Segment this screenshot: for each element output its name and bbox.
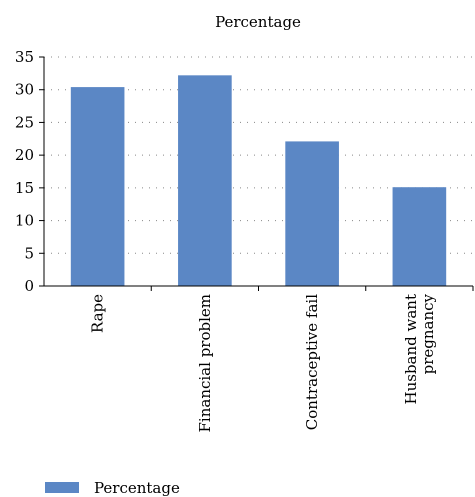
bar — [392, 187, 447, 286]
x-tick-label: Contraceptive fail — [303, 294, 321, 430]
x-tick-label-line: Contraceptive fail — [303, 294, 321, 430]
x-tick-label: Rape — [89, 294, 107, 333]
bar — [285, 141, 339, 286]
y-tick-labels: 0 5 10 15 20 25 30 35 — [15, 48, 34, 295]
y-tick-label: 0 — [24, 277, 34, 295]
x-tick-labels: Rape Financial problem Contraceptive fail H… — [89, 293, 437, 432]
axes — [39, 56, 474, 291]
x-tick-label: Financial problem — [196, 294, 214, 432]
x-tick-label-line: Rape — [89, 294, 107, 333]
bars — [70, 75, 447, 287]
x-tick-label-line: Financial problem — [196, 294, 214, 432]
bar — [178, 75, 232, 286]
legend: Percentage — [45, 479, 180, 497]
x-tick-label-line: pregnancy — [419, 293, 437, 374]
y-tick-label: 15 — [15, 179, 34, 197]
chart-title: Percentage — [215, 13, 301, 31]
y-tick-label: 35 — [15, 48, 34, 66]
x-tick-label-line: Husband want — [402, 294, 420, 405]
y-tick-label: 25 — [15, 113, 34, 131]
y-tick-label: 20 — [15, 146, 34, 164]
x-tick-label: Husband wantpregnancy — [402, 293, 437, 404]
bar — [70, 87, 125, 287]
y-tick-label: 10 — [15, 212, 34, 230]
legend-swatch — [45, 482, 79, 493]
y-tick-label: 30 — [15, 81, 34, 99]
legend-label: Percentage — [94, 479, 180, 497]
y-tick-label: 5 — [24, 244, 34, 262]
